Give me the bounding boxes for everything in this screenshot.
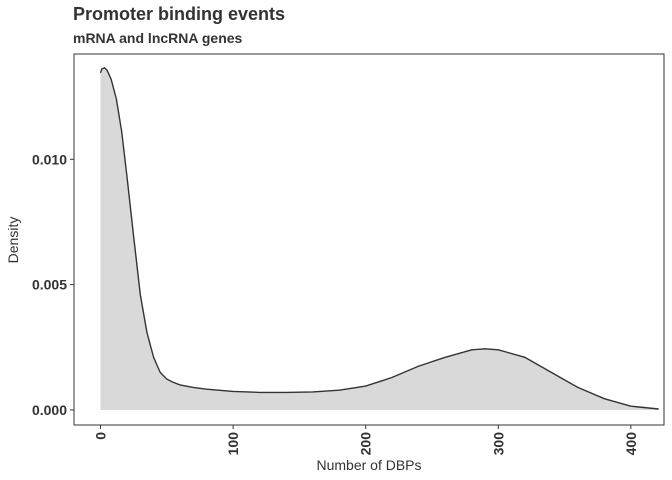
x-tick-label: 200: [358, 432, 374, 456]
x-axis-label: Number of DBPs: [316, 457, 421, 473]
x-axis-ticks: 0 100 200 300 400: [93, 425, 639, 455]
x-tick-label: 0: [93, 432, 109, 440]
y-axis-ticks: 0.000 0.005 0.010: [32, 151, 74, 418]
y-tick-label: 0.010: [32, 151, 67, 167]
x-tick-label: 100: [225, 432, 241, 456]
y-axis-label: Density: [5, 217, 21, 264]
plot-layer: [99, 66, 659, 411]
panel-border: [73, 53, 665, 426]
y-tick-label: 0.005: [32, 277, 67, 293]
chart-title: Promoter binding events: [73, 4, 286, 24]
y-tick-label: 0.000: [32, 402, 67, 418]
x-tick-label: 400: [623, 432, 639, 456]
density-area: [100, 67, 659, 411]
chart-subtitle: mRNA and lncRNA genes: [73, 30, 243, 46]
x-tick-label: 300: [490, 432, 506, 456]
density-curve: [99, 66, 659, 410]
